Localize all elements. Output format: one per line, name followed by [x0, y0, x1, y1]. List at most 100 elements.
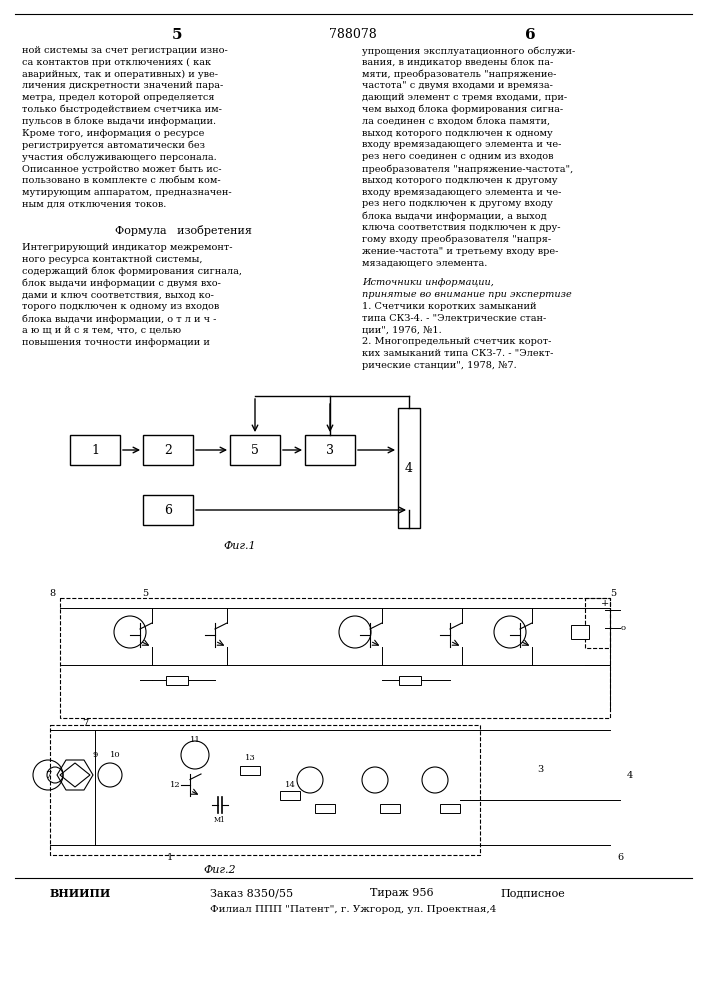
Text: M1: M1	[214, 816, 226, 824]
Text: принятые во внимание при экспертизе: принятые во внимание при экспертизе	[362, 290, 572, 299]
Bar	[240, 766, 260, 774]
Bar	[380, 804, 400, 812]
Text: ции", 1976, №1.: ции", 1976, №1.	[362, 325, 442, 334]
Text: 4: 4	[405, 462, 413, 475]
Text: 5: 5	[142, 588, 148, 597]
Bar	[399, 676, 421, 684]
Text: Подписное: Подписное	[500, 888, 565, 898]
Text: блока выдачи информации, о т л и ч -: блока выдачи информации, о т л и ч -	[22, 314, 216, 324]
Bar	[398, 408, 420, 528]
Bar	[70, 435, 120, 465]
Text: дами и ключ соответствия, выход ко-: дами и ключ соответствия, выход ко-	[22, 290, 214, 299]
Text: 5: 5	[251, 444, 259, 456]
Text: гому входу преобразователя "напря-: гому входу преобразователя "напря-	[362, 235, 551, 244]
Text: повышения точности информации и: повышения точности информации и	[22, 338, 210, 347]
Text: ключа соответствия подключен к дру-: ключа соответствия подключен к дру-	[362, 223, 561, 232]
Text: торого подключен к одному из входов: торого подключен к одному из входов	[22, 302, 219, 311]
Text: Формула   изобретения: Формула изобретения	[115, 225, 252, 236]
Text: 6: 6	[164, 504, 172, 516]
Text: мязадающего элемента.: мязадающего элемента.	[362, 258, 487, 267]
Text: 1: 1	[91, 444, 99, 456]
Text: жение-частота" и третьему входу вре-: жение-частота" и третьему входу вре-	[362, 247, 559, 256]
Text: 4: 4	[627, 770, 633, 780]
Bar	[230, 435, 280, 465]
Bar	[585, 598, 610, 648]
Text: 11: 11	[189, 736, 200, 744]
Bar	[315, 804, 335, 812]
Text: Источники информации,: Источники информации,	[362, 278, 494, 287]
Text: аварийных, так и оперативных) и уве-: аварийных, так и оперативных) и уве-	[22, 70, 218, 79]
Bar	[280, 790, 300, 800]
Text: 2. Многопредельный счетчик корот-: 2. Многопредельный счетчик корот-	[362, 337, 551, 346]
Text: 3: 3	[537, 766, 543, 774]
Text: 5: 5	[610, 588, 616, 597]
Text: Фиг.2: Фиг.2	[204, 865, 236, 875]
Text: рез него подключен к другому входу: рез него подключен к другому входу	[362, 199, 553, 208]
Text: Описанное устройство может быть ис-: Описанное устройство может быть ис-	[22, 164, 221, 174]
Text: Фиг.1: Фиг.1	[223, 541, 257, 551]
Text: частота" с двумя входами и времяза-: частота" с двумя входами и времяза-	[362, 81, 553, 90]
Text: ного ресурса контактной системы,: ного ресурса контактной системы,	[22, 255, 202, 264]
Text: 14: 14	[284, 781, 296, 789]
Text: 9: 9	[93, 751, 98, 759]
Text: чем выход блока формирования сигна-: чем выход блока формирования сигна-	[362, 105, 563, 114]
Text: 1. Счетчики коротких замыканий: 1. Счетчики коротких замыканий	[362, 302, 537, 311]
Text: 13: 13	[245, 754, 255, 762]
Text: вания, в индикатор введены блок па-: вания, в индикатор введены блок па-	[362, 58, 554, 67]
Text: Кроме того, информация о ресурсе: Кроме того, информация о ресурсе	[22, 129, 204, 138]
Text: блок выдачи информации с двумя вхо-: блок выдачи информации с двумя вхо-	[22, 279, 221, 288]
Text: выход которого подключен к другому: выход которого подключен к другому	[362, 176, 558, 185]
Text: 6: 6	[617, 852, 623, 861]
Text: метра, предел которой определяется: метра, предел которой определяется	[22, 93, 214, 102]
Text: дающий элемент с тремя входами, при-: дающий элемент с тремя входами, при-	[362, 93, 567, 102]
Text: выход которого подключен к одному: выход которого подключен к одному	[362, 129, 553, 138]
Text: 1: 1	[167, 854, 173, 862]
Text: +: +	[601, 599, 609, 608]
Text: o: o	[621, 624, 626, 632]
Text: ным для отключения токов.: ным для отключения токов.	[22, 199, 166, 208]
Bar	[571, 625, 589, 639]
Text: 7: 7	[45, 770, 51, 780]
Text: 12: 12	[170, 781, 180, 789]
Bar	[143, 435, 193, 465]
Text: личения дискретности значений пара-: личения дискретности значений пара-	[22, 81, 223, 90]
Text: 7: 7	[82, 718, 88, 728]
Text: ла соединен с входом блока памяти,: ла соединен с входом блока памяти,	[362, 117, 550, 126]
Text: ной системы за счет регистрации изно-: ной системы за счет регистрации изно-	[22, 46, 228, 55]
Text: входу времязадающего элемента и че-: входу времязадающего элемента и че-	[362, 188, 561, 197]
Text: са контактов при отключениях ( как: са контактов при отключениях ( как	[22, 58, 211, 67]
Bar	[50, 725, 480, 855]
Text: 6: 6	[525, 28, 535, 42]
Text: рез него соединен с одним из входов: рез него соединен с одним из входов	[362, 152, 554, 161]
Bar	[166, 676, 188, 684]
Text: блока выдачи информации, а выход: блока выдачи информации, а выход	[362, 211, 547, 221]
Text: 10: 10	[110, 751, 120, 759]
Text: Заказ 8350/55: Заказ 8350/55	[210, 888, 293, 898]
Text: ВНИИПИ: ВНИИПИ	[50, 888, 111, 899]
Text: Интегрирующий индикатор межремонт-: Интегрирующий индикатор межремонт-	[22, 243, 233, 252]
Text: пульсов в блоке выдачи информации.: пульсов в блоке выдачи информации.	[22, 117, 216, 126]
Text: мяти, преобразователь "напряжение-: мяти, преобразователь "напряжение-	[362, 70, 556, 79]
Text: 8: 8	[49, 588, 55, 597]
Text: 788078: 788078	[329, 28, 377, 41]
Text: преобразователя "напряжение-частота",: преобразователя "напряжение-частота",	[362, 164, 573, 174]
Text: ких замыканий типа СКЗ-7. - "Элект-: ких замыканий типа СКЗ-7. - "Элект-	[362, 349, 554, 358]
Text: 2: 2	[164, 444, 172, 456]
Text: входу времязадающего элемента и че-: входу времязадающего элемента и че-	[362, 140, 561, 149]
Bar	[60, 598, 610, 718]
Text: только быстродействием счетчика им-: только быстродействием счетчика им-	[22, 105, 222, 114]
Text: рические станции", 1978, №7.: рические станции", 1978, №7.	[362, 361, 517, 370]
Text: регистрируется автоматически без: регистрируется автоматически без	[22, 140, 205, 150]
Bar	[143, 495, 193, 525]
Text: участия обслуживающего персонала.: участия обслуживающего персонала.	[22, 152, 217, 162]
Text: 5: 5	[172, 28, 182, 42]
Text: упрощения эксплуатационного обслужи-: упрощения эксплуатационного обслужи-	[362, 46, 575, 55]
Text: Филиал ППП "Патент", г. Ужгород, ул. Проектная,4: Филиал ППП "Патент", г. Ужгород, ул. Про…	[210, 905, 496, 914]
Text: Тираж 956: Тираж 956	[370, 888, 433, 898]
Bar	[440, 804, 460, 812]
Text: типа СКЗ-4. - "Электрические стан-: типа СКЗ-4. - "Электрические стан-	[362, 314, 547, 323]
Text: мутирующим аппаратом, предназначен-: мутирующим аппаратом, предназначен-	[22, 188, 232, 197]
Text: 3: 3	[326, 444, 334, 456]
Bar	[305, 435, 355, 465]
Text: а ю щ и й с я тем, что, с целью: а ю щ и й с я тем, что, с целью	[22, 326, 181, 335]
